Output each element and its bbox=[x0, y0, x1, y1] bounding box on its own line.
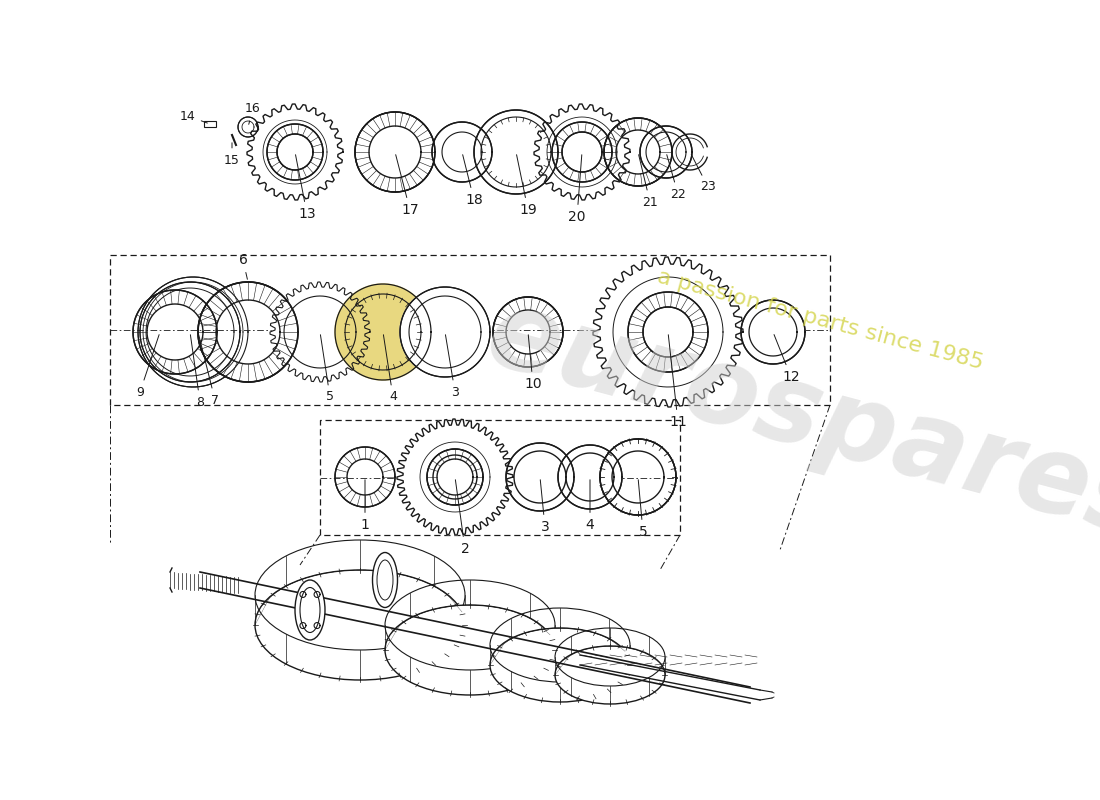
Text: 10: 10 bbox=[525, 334, 542, 391]
Polygon shape bbox=[552, 122, 612, 182]
Polygon shape bbox=[672, 134, 707, 170]
Polygon shape bbox=[474, 110, 558, 194]
Text: 19: 19 bbox=[517, 154, 537, 217]
Text: 11: 11 bbox=[669, 334, 686, 429]
Polygon shape bbox=[397, 419, 513, 535]
Polygon shape bbox=[267, 124, 323, 180]
Text: 20: 20 bbox=[569, 154, 585, 224]
Polygon shape bbox=[336, 284, 431, 380]
Text: 1: 1 bbox=[361, 480, 370, 532]
Text: 14: 14 bbox=[180, 110, 208, 123]
Polygon shape bbox=[400, 287, 490, 377]
Text: 7: 7 bbox=[199, 334, 219, 406]
Polygon shape bbox=[355, 112, 434, 192]
Polygon shape bbox=[600, 439, 676, 515]
Text: 5: 5 bbox=[638, 480, 648, 539]
Polygon shape bbox=[604, 118, 672, 186]
Polygon shape bbox=[248, 104, 343, 200]
Text: 23: 23 bbox=[691, 154, 716, 194]
Text: a passion for parts since 1985: a passion for parts since 1985 bbox=[654, 266, 986, 374]
Text: 3: 3 bbox=[540, 480, 549, 534]
Text: 18: 18 bbox=[463, 154, 483, 207]
Polygon shape bbox=[534, 104, 630, 200]
Ellipse shape bbox=[373, 553, 397, 607]
Polygon shape bbox=[198, 282, 298, 382]
Text: 16: 16 bbox=[245, 102, 261, 124]
Text: 17: 17 bbox=[396, 154, 419, 217]
Polygon shape bbox=[133, 290, 217, 374]
Polygon shape bbox=[427, 449, 483, 505]
Polygon shape bbox=[138, 277, 248, 387]
Ellipse shape bbox=[255, 570, 465, 680]
Ellipse shape bbox=[556, 646, 666, 704]
Text: 15: 15 bbox=[224, 142, 240, 166]
Ellipse shape bbox=[490, 628, 630, 702]
Text: 8: 8 bbox=[190, 334, 204, 409]
Text: 9: 9 bbox=[136, 334, 160, 398]
Polygon shape bbox=[628, 292, 708, 372]
Text: eurospares: eurospares bbox=[475, 280, 1100, 560]
Polygon shape bbox=[593, 257, 743, 407]
Polygon shape bbox=[336, 447, 395, 507]
Text: 4: 4 bbox=[585, 480, 594, 532]
Text: 22: 22 bbox=[667, 154, 686, 201]
Text: 3: 3 bbox=[446, 334, 459, 398]
Polygon shape bbox=[140, 282, 240, 382]
Polygon shape bbox=[238, 117, 258, 137]
Text: 5: 5 bbox=[320, 334, 334, 403]
Polygon shape bbox=[640, 126, 692, 178]
Text: 4: 4 bbox=[384, 334, 397, 403]
Polygon shape bbox=[432, 122, 492, 182]
Text: 6: 6 bbox=[239, 253, 248, 279]
Bar bbox=[204, 121, 216, 127]
Polygon shape bbox=[506, 443, 574, 511]
Polygon shape bbox=[741, 300, 805, 364]
Text: 2: 2 bbox=[455, 480, 470, 556]
Text: 12: 12 bbox=[774, 334, 800, 384]
Polygon shape bbox=[558, 445, 622, 509]
Ellipse shape bbox=[385, 605, 556, 695]
Text: 13: 13 bbox=[296, 154, 316, 221]
Text: 21: 21 bbox=[639, 154, 658, 209]
Polygon shape bbox=[493, 297, 563, 367]
Polygon shape bbox=[270, 282, 370, 382]
Ellipse shape bbox=[295, 580, 324, 640]
